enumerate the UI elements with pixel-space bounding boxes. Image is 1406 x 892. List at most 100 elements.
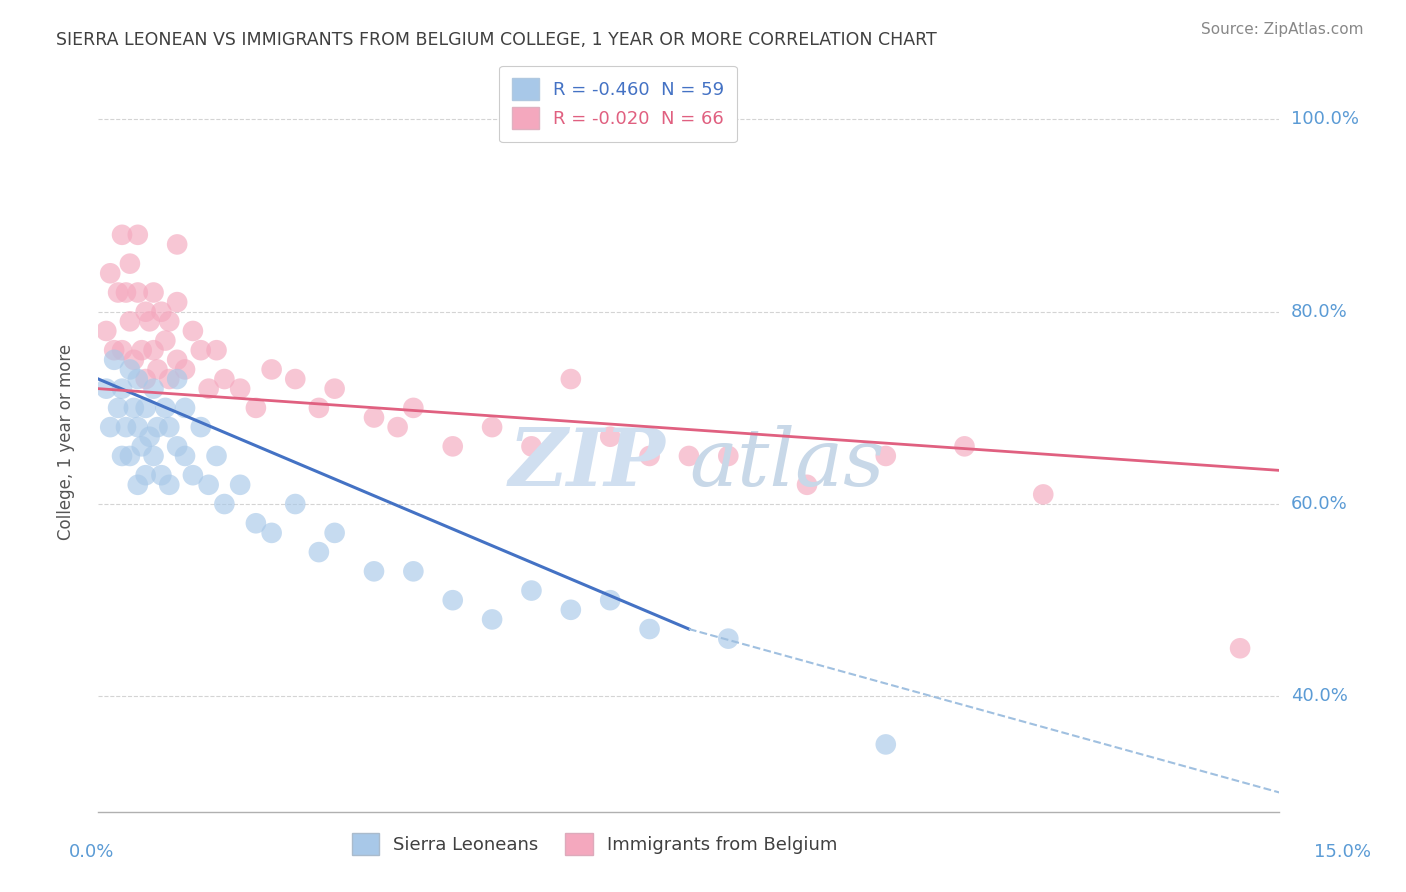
Point bbox=[118, 314, 141, 328]
Point bbox=[166, 295, 188, 310]
Point bbox=[115, 285, 138, 300]
Point bbox=[402, 565, 425, 579]
Point bbox=[138, 430, 160, 444]
Point bbox=[308, 545, 330, 559]
Point bbox=[441, 439, 464, 453]
Point bbox=[96, 324, 118, 338]
Point bbox=[875, 738, 897, 752]
Point bbox=[111, 449, 134, 463]
Point bbox=[402, 401, 425, 415]
Point bbox=[638, 449, 661, 463]
Point bbox=[481, 420, 503, 434]
Point bbox=[260, 362, 283, 376]
Point bbox=[157, 314, 180, 328]
Point bbox=[131, 439, 153, 453]
Point bbox=[481, 612, 503, 626]
Point bbox=[98, 266, 121, 280]
Text: 0.0%: 0.0% bbox=[69, 843, 114, 861]
Text: 80.0%: 80.0% bbox=[1291, 302, 1347, 321]
Point bbox=[717, 449, 740, 463]
Point bbox=[1032, 487, 1054, 501]
Point bbox=[717, 632, 740, 646]
Point bbox=[157, 478, 180, 492]
Point bbox=[181, 468, 204, 483]
Point bbox=[441, 593, 464, 607]
Point bbox=[107, 285, 129, 300]
Point bbox=[107, 401, 129, 415]
Point bbox=[520, 439, 543, 453]
Point bbox=[174, 362, 197, 376]
Point bbox=[103, 343, 125, 358]
Point bbox=[142, 382, 165, 396]
Point bbox=[245, 516, 267, 531]
Point bbox=[150, 468, 173, 483]
Point bbox=[560, 603, 582, 617]
Point bbox=[135, 304, 157, 318]
Point bbox=[638, 622, 661, 636]
Text: atlas: atlas bbox=[689, 425, 884, 502]
Point bbox=[118, 449, 141, 463]
Point bbox=[142, 343, 165, 358]
Point bbox=[122, 401, 145, 415]
Point bbox=[796, 478, 818, 492]
Point bbox=[174, 401, 197, 415]
Point bbox=[284, 497, 307, 511]
Point bbox=[131, 343, 153, 358]
Point bbox=[190, 343, 212, 358]
Point bbox=[118, 257, 141, 271]
Point bbox=[146, 420, 169, 434]
Point bbox=[229, 382, 252, 396]
Point bbox=[150, 304, 173, 318]
Point bbox=[678, 449, 700, 463]
Point bbox=[127, 285, 149, 300]
Legend: Sierra Leoneans, Immigrants from Belgium: Sierra Leoneans, Immigrants from Belgium bbox=[344, 825, 845, 862]
Point bbox=[181, 324, 204, 338]
Point bbox=[138, 314, 160, 328]
Point bbox=[115, 420, 138, 434]
Text: 100.0%: 100.0% bbox=[1291, 111, 1358, 128]
Point bbox=[323, 382, 346, 396]
Point bbox=[142, 449, 165, 463]
Point bbox=[229, 478, 252, 492]
Point bbox=[245, 401, 267, 415]
Point bbox=[122, 352, 145, 367]
Point bbox=[155, 334, 177, 348]
Point bbox=[111, 343, 134, 358]
Text: Source: ZipAtlas.com: Source: ZipAtlas.com bbox=[1201, 22, 1364, 37]
Point bbox=[166, 439, 188, 453]
Point bbox=[205, 343, 228, 358]
Point bbox=[323, 525, 346, 540]
Point bbox=[308, 401, 330, 415]
Text: SIERRA LEONEAN VS IMMIGRANTS FROM BELGIUM COLLEGE, 1 YEAR OR MORE CORRELATION CH: SIERRA LEONEAN VS IMMIGRANTS FROM BELGIU… bbox=[56, 31, 936, 49]
Point bbox=[599, 430, 621, 444]
Text: 40.0%: 40.0% bbox=[1291, 688, 1347, 706]
Point bbox=[284, 372, 307, 386]
Point bbox=[214, 372, 236, 386]
Point bbox=[166, 352, 188, 367]
Point bbox=[111, 227, 134, 242]
Point bbox=[127, 227, 149, 242]
Point bbox=[155, 401, 177, 415]
Point bbox=[146, 362, 169, 376]
Point bbox=[135, 372, 157, 386]
Point bbox=[205, 449, 228, 463]
Point bbox=[387, 420, 409, 434]
Point bbox=[520, 583, 543, 598]
Point bbox=[157, 372, 180, 386]
Text: 60.0%: 60.0% bbox=[1291, 495, 1347, 513]
Point bbox=[157, 420, 180, 434]
Point bbox=[363, 410, 385, 425]
Point bbox=[599, 593, 621, 607]
Point bbox=[953, 439, 976, 453]
Text: ZIP: ZIP bbox=[509, 425, 665, 502]
Point bbox=[560, 372, 582, 386]
Point bbox=[111, 382, 134, 396]
Y-axis label: College, 1 year or more: College, 1 year or more bbox=[56, 343, 75, 540]
Point bbox=[214, 497, 236, 511]
Point bbox=[103, 352, 125, 367]
Point bbox=[197, 478, 219, 492]
Point bbox=[875, 449, 897, 463]
Point bbox=[166, 372, 188, 386]
Point bbox=[174, 449, 197, 463]
Point bbox=[142, 285, 165, 300]
